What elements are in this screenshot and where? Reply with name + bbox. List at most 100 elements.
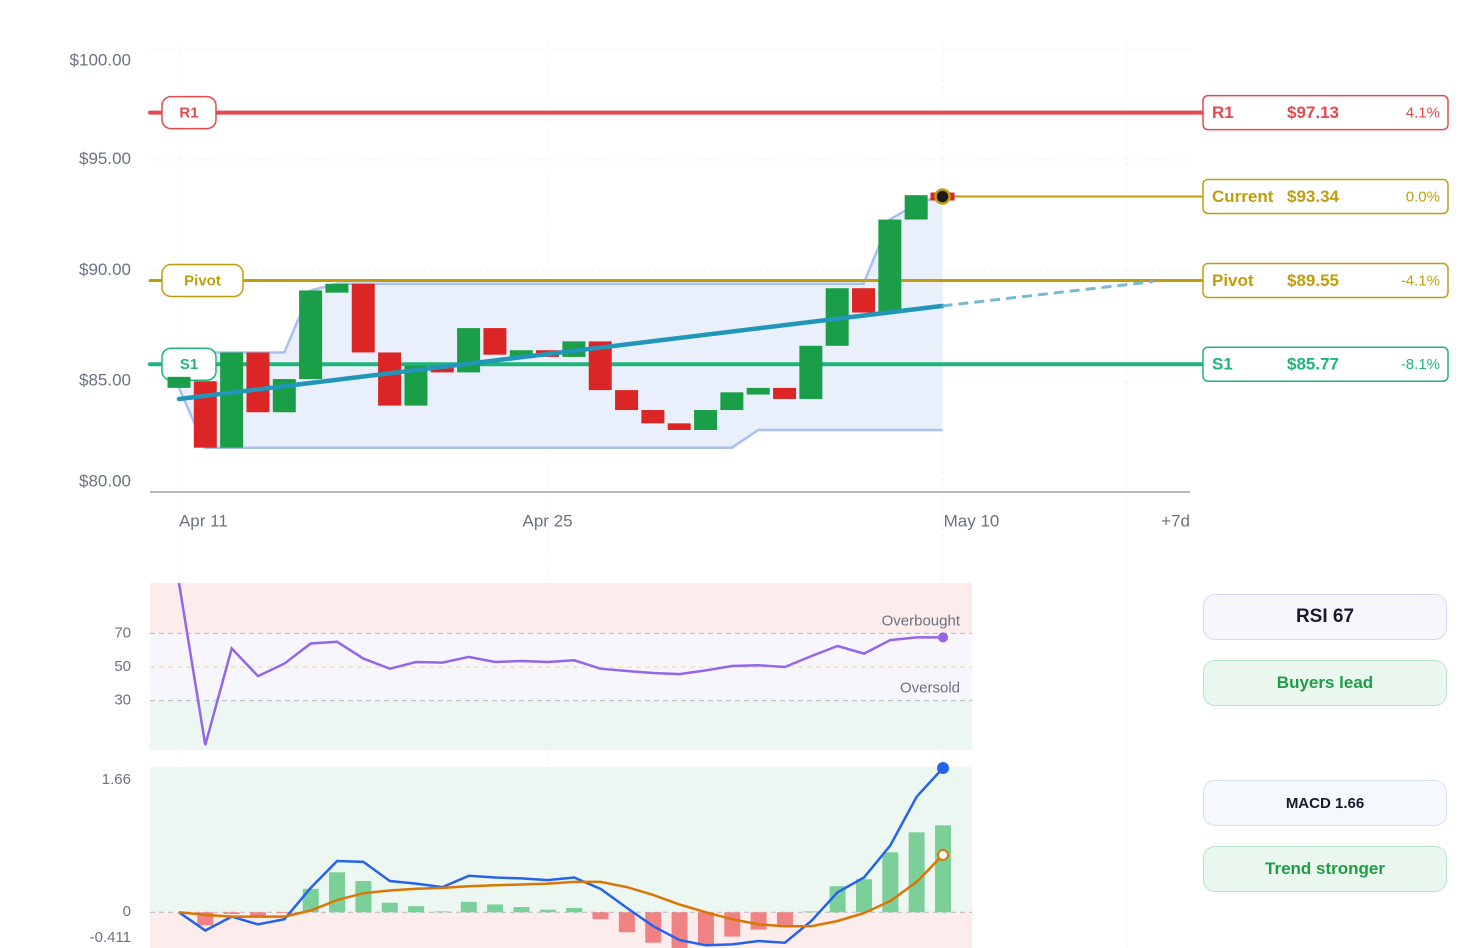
histogram-bar	[460, 901, 477, 913]
rsi-status-card: Buyers lead	[1203, 660, 1447, 706]
level-value: $97.13	[1287, 103, 1339, 122]
y-tick-label: 0	[123, 903, 131, 920]
y-tick-label: 70	[114, 624, 131, 641]
level-tag	[161, 95, 217, 130]
macd-status-card: Trend stronger	[1203, 846, 1447, 892]
zone	[150, 912, 972, 948]
macd-line	[178, 767, 944, 947]
level-box	[1202, 346, 1449, 382]
candle	[483, 328, 507, 355]
histogram-bar	[487, 904, 504, 913]
histogram-bar	[276, 912, 293, 914]
histogram-bar	[381, 902, 398, 913]
histogram-bar	[803, 911, 820, 913]
histogram-bar	[829, 886, 846, 913]
level-label: R1	[1212, 103, 1234, 122]
candle	[246, 352, 270, 413]
level-label: Current	[1212, 187, 1274, 206]
current-marker	[934, 188, 951, 205]
level-tag	[161, 263, 244, 298]
level-value: $93.34	[1287, 187, 1340, 206]
histogram-bar	[250, 912, 267, 918]
level-change: -8.1%	[1401, 356, 1440, 373]
histogram-bar	[329, 872, 346, 913]
annotation: Oversold	[900, 680, 960, 697]
histogram-bar	[724, 912, 741, 937]
y-tick-label: -0.411	[90, 929, 131, 946]
histogram-bar	[566, 907, 583, 913]
x-tick-label: May 10	[944, 511, 1000, 530]
macd-line	[178, 854, 944, 928]
histogram-bar	[434, 911, 451, 913]
last-point	[937, 848, 950, 861]
annotation: Overbought	[882, 612, 961, 629]
candle	[404, 365, 428, 406]
candle	[694, 410, 718, 430]
y-tick-label: $90.00	[79, 260, 131, 279]
y-tick-label: $100.00	[70, 50, 131, 69]
macd-card: MACD 1.66	[1203, 780, 1447, 826]
candle	[299, 290, 323, 380]
histogram-bar	[223, 912, 240, 915]
candle	[773, 387, 797, 399]
candle	[378, 352, 402, 406]
histogram-bar	[750, 912, 767, 930]
candle	[325, 283, 349, 293]
histogram-bar	[776, 912, 793, 928]
histogram-bar	[908, 832, 925, 913]
candle	[509, 350, 533, 357]
candle	[799, 345, 823, 399]
histogram-bar	[355, 880, 372, 913]
x-tick-label: +7d	[1161, 511, 1190, 530]
histogram-bar	[513, 907, 530, 913]
y-tick-label: 30	[114, 692, 131, 709]
candle	[641, 410, 665, 424]
candle	[588, 341, 612, 391]
trend-line	[176, 303, 945, 402]
candle	[615, 390, 639, 411]
forecast-line	[942, 280, 1154, 308]
level-tag-label: R1	[179, 105, 198, 122]
histogram-bar	[855, 879, 872, 913]
zone	[150, 633, 972, 701]
y-tick-label: $80.00	[79, 471, 131, 490]
level-change: 4.1%	[1406, 105, 1440, 122]
histogram-bar	[539, 909, 556, 913]
y-tick-label: 1.66	[102, 771, 131, 788]
last-point	[938, 632, 949, 643]
level-value: $89.55	[1287, 271, 1339, 290]
y-tick-label: $85.00	[79, 371, 131, 390]
rsi-line	[177, 582, 943, 746]
band-lower	[177, 387, 943, 449]
histogram-bar	[935, 825, 952, 913]
histogram-bar	[671, 912, 688, 948]
x-tick-label: Apr 25	[523, 511, 573, 530]
last-point	[937, 762, 950, 774]
band-area	[178, 195, 943, 448]
candle	[167, 376, 191, 388]
candle	[720, 392, 744, 411]
level-change: 0.0%	[1406, 188, 1440, 205]
candle	[746, 387, 770, 395]
zone	[150, 700, 972, 750]
histogram-bar	[302, 888, 319, 913]
candle	[220, 352, 244, 448]
y-tick-label: 50	[114, 658, 131, 675]
level-label: Pivot	[1212, 271, 1254, 290]
y-tick-label: $95.00	[79, 149, 131, 168]
level-box	[1202, 94, 1449, 131]
candle	[852, 288, 876, 313]
candle	[193, 381, 217, 448]
level-tag-label: S1	[180, 356, 198, 373]
histogram-bar	[408, 906, 425, 913]
candle	[667, 423, 691, 430]
zone	[150, 767, 972, 913]
rsi-card: RSI 67	[1203, 594, 1447, 640]
candle	[904, 195, 928, 220]
level-value: $85.77	[1287, 355, 1339, 374]
level-box	[1202, 178, 1449, 215]
level-change: -4.1%	[1401, 272, 1440, 289]
candle	[878, 219, 902, 313]
